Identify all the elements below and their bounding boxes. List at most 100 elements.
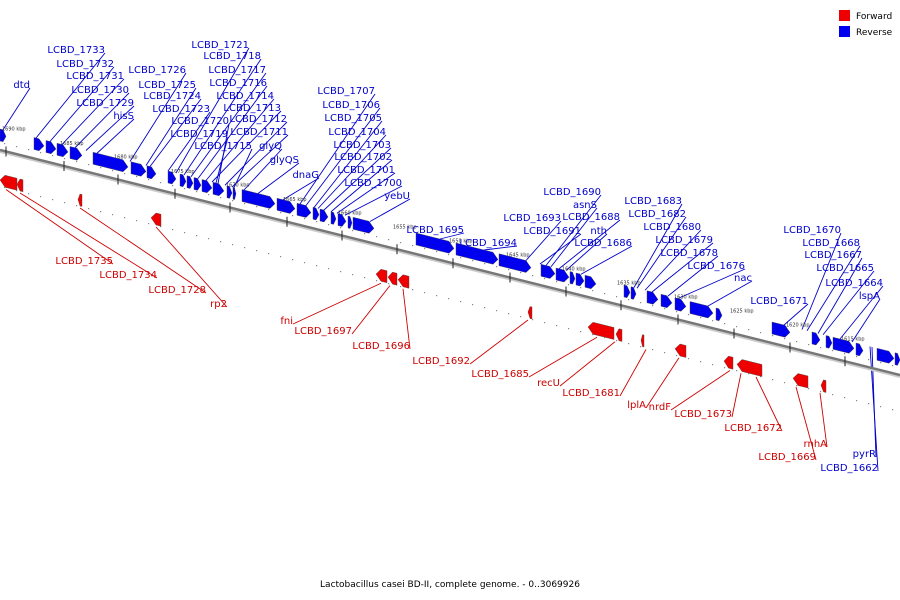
reverse-gene[interactable] bbox=[45, 140, 57, 154]
gene-label[interactable]: LCBD_1725 bbox=[138, 80, 196, 91]
forward-gene[interactable] bbox=[77, 193, 83, 207]
reverse-gene[interactable] bbox=[569, 271, 576, 285]
gene-label[interactable]: LCBD_1705 bbox=[324, 113, 382, 124]
gene-label[interactable]: LCBD_1726 bbox=[128, 65, 186, 76]
gene-label[interactable]: nth bbox=[590, 226, 607, 237]
gene-label[interactable]: LCBD_1728 bbox=[148, 285, 206, 296]
reverse-gene[interactable] bbox=[825, 335, 833, 349]
gene-label[interactable]: LCBD_1670 bbox=[783, 225, 841, 236]
gene-label[interactable]: LCBD_1692 bbox=[412, 356, 470, 367]
reverse-gene[interactable] bbox=[715, 307, 723, 321]
gene-label[interactable]: LCBD_1662 bbox=[820, 463, 878, 474]
gene-label[interactable]: LCBD_1667 bbox=[804, 250, 862, 261]
gene-label[interactable]: LCBD_1717 bbox=[208, 65, 266, 76]
reverse-gene[interactable] bbox=[179, 173, 187, 187]
gene-label[interactable]: hisS bbox=[113, 111, 134, 122]
gene-label[interactable]: LCBD_1682 bbox=[628, 209, 686, 220]
reverse-gene[interactable] bbox=[660, 293, 673, 308]
reverse-gene[interactable] bbox=[771, 321, 791, 338]
gene-label[interactable]: LCBD_1713 bbox=[223, 103, 281, 114]
gene-label[interactable]: lspA bbox=[859, 291, 880, 302]
reverse-gene[interactable] bbox=[352, 216, 375, 234]
gene-label[interactable]: LCBD_1733 bbox=[47, 45, 105, 56]
gene-label[interactable]: LCBD_1701 bbox=[337, 165, 395, 176]
gene-label[interactable]: LCBD_1695 bbox=[406, 225, 464, 236]
reverse-gene[interactable] bbox=[630, 286, 637, 300]
reverse-gene[interactable] bbox=[623, 284, 631, 298]
gene-label[interactable]: LCBD_1720 bbox=[171, 116, 229, 127]
reverse-gene[interactable] bbox=[33, 137, 45, 151]
gene-label[interactable]: LCBD_1718 bbox=[203, 51, 261, 62]
reverse-gene[interactable] bbox=[894, 352, 900, 366]
gene-label[interactable]: LCBD_1693 bbox=[503, 213, 561, 224]
reverse-gene[interactable] bbox=[584, 274, 597, 289]
gene-label[interactable]: LCBD_1735 bbox=[55, 256, 113, 267]
gene-label[interactable]: nac bbox=[734, 273, 752, 284]
reverse-gene[interactable] bbox=[319, 208, 329, 223]
gene-label[interactable]: LCBD_1716 bbox=[209, 78, 267, 89]
gene-label[interactable]: LCBD_1668 bbox=[802, 238, 860, 249]
gene-label[interactable]: LCBD_1719 bbox=[170, 129, 228, 140]
reverse-gene[interactable] bbox=[646, 290, 659, 305]
reverse-gene[interactable] bbox=[296, 202, 312, 218]
gene-label[interactable]: LCBD_1664 bbox=[825, 278, 883, 289]
gene-label[interactable]: nrdF bbox=[649, 402, 672, 413]
reverse-gene[interactable] bbox=[146, 165, 157, 180]
gene-label[interactable]: LCBD_1721 bbox=[191, 40, 249, 51]
reverse-gene[interactable] bbox=[347, 215, 353, 229]
forward-gene[interactable] bbox=[587, 322, 615, 340]
forward-gene[interactable] bbox=[820, 379, 827, 393]
gene-label[interactable]: LCBD_1694 bbox=[459, 238, 517, 249]
reverse-gene[interactable] bbox=[226, 185, 233, 199]
reverse-gene[interactable] bbox=[555, 267, 570, 283]
reverse-gene[interactable] bbox=[92, 151, 129, 172]
reverse-gene[interactable] bbox=[575, 272, 585, 287]
gene-label[interactable]: LCBD_1681 bbox=[562, 388, 620, 399]
gene-label[interactable]: LCBD_1678 bbox=[660, 248, 718, 259]
reverse-gene[interactable] bbox=[832, 336, 855, 354]
reverse-gene[interactable] bbox=[232, 186, 237, 200]
forward-gene[interactable] bbox=[16, 178, 24, 193]
reverse-gene[interactable] bbox=[212, 181, 225, 196]
gene-label[interactable]: dnaG bbox=[292, 170, 319, 181]
forward-gene[interactable] bbox=[387, 271, 398, 286]
gene-label[interactable]: LCBD_1731 bbox=[66, 71, 124, 82]
forward-gene[interactable] bbox=[527, 306, 533, 320]
gene-label[interactable]: recU bbox=[537, 378, 560, 389]
gene-label[interactable]: LCBD_1691 bbox=[523, 226, 581, 237]
reverse-gene[interactable] bbox=[876, 347, 895, 364]
forward-gene[interactable] bbox=[640, 334, 645, 348]
reverse-gene[interactable] bbox=[0, 128, 7, 142]
gene-label[interactable]: glyQ bbox=[259, 141, 282, 152]
gene-label[interactable]: LCBD_1673 bbox=[674, 409, 732, 420]
forward-gene[interactable] bbox=[792, 373, 809, 389]
gene-label[interactable]: asnS bbox=[573, 200, 597, 211]
gene-label[interactable]: LCBD_1676 bbox=[687, 261, 745, 272]
forward-gene[interactable] bbox=[397, 274, 410, 289]
gene-label[interactable]: rp2 bbox=[210, 299, 227, 310]
reverse-gene[interactable] bbox=[855, 342, 864, 357]
gene-label[interactable]: LCBD_1711 bbox=[230, 127, 288, 138]
gene-label[interactable]: LCBD_1685 bbox=[471, 369, 529, 380]
reverse-gene[interactable] bbox=[455, 242, 499, 265]
gene-label[interactable]: LCBD_1690 bbox=[543, 187, 601, 198]
reverse-gene[interactable] bbox=[312, 206, 320, 221]
gene-label[interactable]: LCBD_1723 bbox=[152, 104, 210, 115]
forward-gene[interactable] bbox=[736, 359, 763, 377]
gene-label[interactable]: LCBD_1683 bbox=[624, 196, 682, 207]
gene-label[interactable]: LCBD_1724 bbox=[143, 91, 201, 102]
gene-label[interactable]: LCBD_1730 bbox=[71, 85, 129, 96]
gene-label[interactable]: LCBD_1680 bbox=[643, 222, 701, 233]
gene-label[interactable]: LCBD_1697 bbox=[294, 326, 352, 337]
reverse-gene[interactable] bbox=[241, 189, 276, 209]
forward-gene[interactable] bbox=[150, 212, 162, 227]
reverse-gene[interactable] bbox=[811, 331, 821, 346]
gene-label[interactable]: LCBD_1734 bbox=[99, 270, 157, 281]
reverse-gene[interactable] bbox=[674, 297, 687, 312]
gene-label[interactable]: LCBD_1665 bbox=[816, 263, 874, 274]
gene-label[interactable]: LCBD_1729 bbox=[76, 98, 134, 109]
gene-label[interactable]: LCBD_1704 bbox=[328, 127, 386, 138]
gene-label[interactable]: LCBD_1706 bbox=[322, 100, 380, 111]
reverse-gene[interactable] bbox=[276, 197, 296, 214]
gene-label[interactable]: LCBD_1703 bbox=[333, 140, 391, 151]
